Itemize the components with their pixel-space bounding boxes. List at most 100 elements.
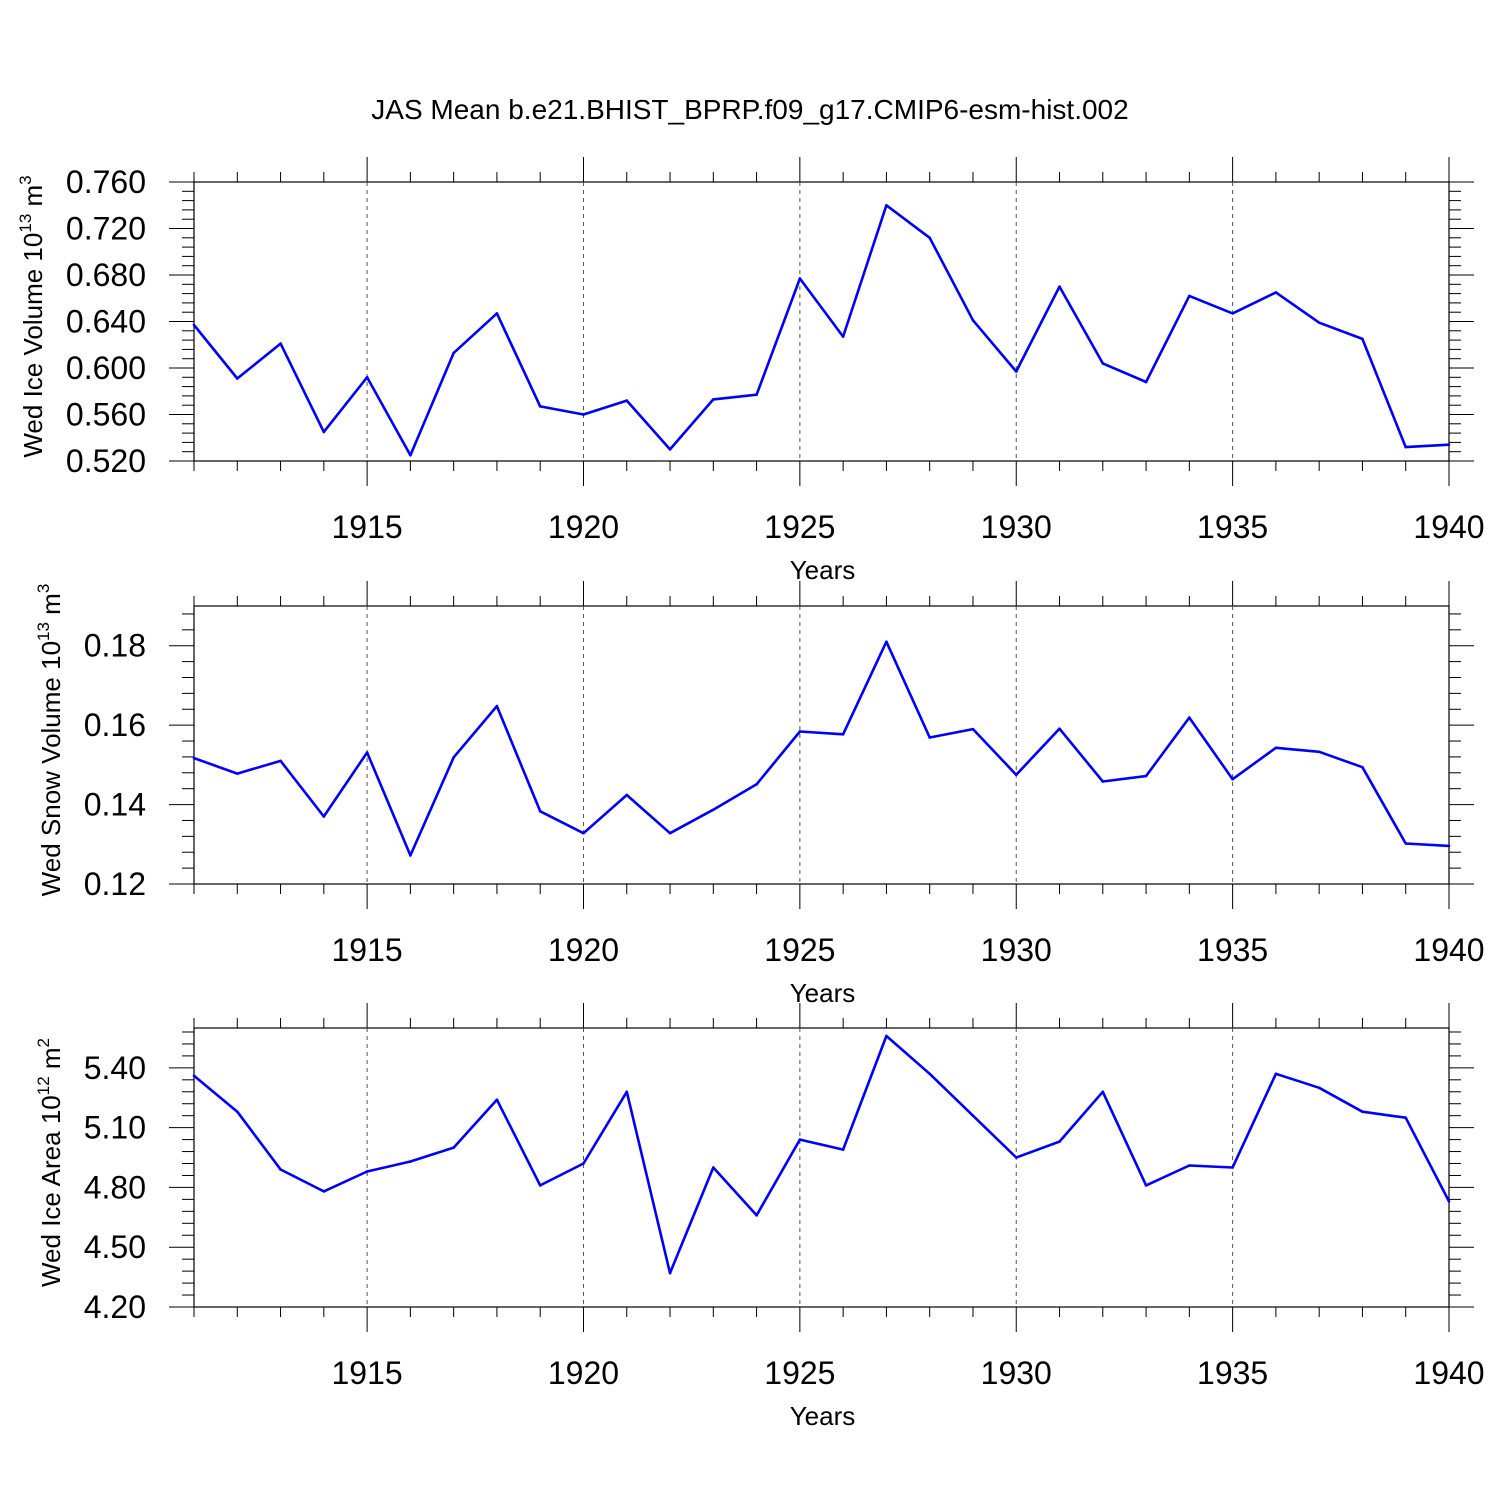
data-point xyxy=(452,351,455,355)
data-point xyxy=(798,1138,802,1141)
data-point xyxy=(712,808,715,812)
x-tick-label: 1920 xyxy=(548,932,619,968)
data-point xyxy=(712,1166,715,1169)
data-point xyxy=(625,793,629,797)
y-tick-label: 0.560 xyxy=(66,397,146,433)
data-point xyxy=(1404,1116,1408,1119)
data-series-line xyxy=(193,640,1450,857)
data-point xyxy=(409,453,412,457)
data-point xyxy=(1447,443,1451,447)
y-tick-label: 0.760 xyxy=(66,164,146,200)
data-point xyxy=(582,1162,585,1165)
x-axis-title: Years xyxy=(790,978,856,1008)
plot-frame xyxy=(193,1027,1450,1308)
data-point xyxy=(1101,780,1105,783)
data-point xyxy=(928,736,931,739)
data-point xyxy=(1317,321,1321,324)
data-point xyxy=(1361,1110,1364,1113)
data-point xyxy=(192,756,196,760)
data-point xyxy=(1231,1166,1234,1169)
data-point xyxy=(1101,362,1105,365)
x-tick-label: 1940 xyxy=(1413,1355,1484,1391)
x-tick-label: 1920 xyxy=(548,509,619,545)
y-tick-label: 4.80 xyxy=(84,1169,146,1205)
data-point xyxy=(1144,1184,1148,1187)
x-tick-label: 1920 xyxy=(548,1355,619,1391)
data-point xyxy=(755,1214,758,1217)
x-tick-label: 1915 xyxy=(332,1355,403,1391)
data-point xyxy=(1144,774,1148,778)
data-point xyxy=(495,312,499,315)
data-point xyxy=(841,335,845,338)
data-point xyxy=(582,413,585,416)
data-point xyxy=(452,1146,455,1149)
data-point xyxy=(452,756,455,759)
data-point xyxy=(1014,370,1018,373)
panel-2: 0.12 0.14 0.16 0.18 1915 1920 1925 1930 1935 1940… xyxy=(34,581,1485,1008)
panel-3: 4.20 4.50 4.80 5.10 5.40 1915 1920 1925 1930 1935… xyxy=(34,1003,1485,1431)
data-point xyxy=(1447,1200,1451,1203)
x-tick-label: 1935 xyxy=(1197,509,1268,545)
data-point xyxy=(625,1090,629,1094)
data-point xyxy=(582,831,585,835)
data-point xyxy=(1404,445,1408,449)
x-tick-label: 1930 xyxy=(981,1355,1052,1391)
data-point xyxy=(1058,1140,1061,1143)
y-tick-label: 0.12 xyxy=(84,866,146,902)
x-tick-label: 1930 xyxy=(981,932,1052,968)
data-point xyxy=(841,732,845,736)
data-point xyxy=(409,854,412,857)
data-point xyxy=(235,772,239,775)
data-point xyxy=(885,203,888,207)
y-tick-label: 5.10 xyxy=(84,1110,146,1146)
x-tick-label: 1915 xyxy=(332,932,403,968)
y-tick-label: 0.16 xyxy=(84,707,146,743)
y-tick-label: 5.40 xyxy=(84,1050,146,1086)
data-point xyxy=(625,399,629,402)
panel-1: 0.520 0.560 0.600 0.640 0.680 0.720 0.760 1915 1… xyxy=(16,157,1485,585)
data-point xyxy=(755,783,758,786)
data-point xyxy=(1014,773,1018,777)
data-point xyxy=(1361,765,1364,769)
x-tick-label: 1925 xyxy=(764,932,835,968)
data-point xyxy=(712,398,715,401)
data-point xyxy=(1361,337,1364,341)
data-point xyxy=(1144,380,1148,384)
x-tick-label: 1915 xyxy=(332,509,403,545)
data-point xyxy=(1231,777,1234,781)
x-axis-title: Years xyxy=(790,555,856,585)
data-point xyxy=(235,377,239,380)
y-axis-title: Wed Ice Area 1012 m2 xyxy=(34,1038,66,1287)
x-tick-label: 1940 xyxy=(1413,509,1484,545)
data-point xyxy=(928,236,931,240)
data-point xyxy=(1188,1164,1191,1167)
plot-frame xyxy=(193,605,1450,885)
data-point xyxy=(538,1184,542,1187)
data-point xyxy=(1058,727,1061,731)
data-point xyxy=(755,393,758,397)
data-point xyxy=(971,727,975,731)
data-point xyxy=(798,277,802,280)
data-point xyxy=(1447,844,1451,848)
y-tick-label: 0.520 xyxy=(66,443,146,479)
data-point xyxy=(971,319,975,322)
x-axis-title: Years xyxy=(790,1401,856,1431)
data-point xyxy=(1274,746,1278,750)
data-point xyxy=(538,810,542,813)
data-point xyxy=(971,1114,975,1117)
data-point xyxy=(192,323,196,327)
data-point xyxy=(1317,1086,1321,1090)
data-point xyxy=(1317,750,1321,754)
data-point xyxy=(1404,842,1408,845)
y-tick-label: 0.18 xyxy=(84,628,146,664)
data-point xyxy=(798,730,802,733)
data-point xyxy=(279,342,282,345)
data-point xyxy=(1274,291,1278,294)
data-point xyxy=(495,704,499,708)
y-tick-label: 0.640 xyxy=(66,304,146,340)
data-point xyxy=(365,376,369,379)
y-axis-title: Wed Snow Volume 1013 m3 xyxy=(34,584,66,897)
x-tick-label: 1925 xyxy=(764,1355,835,1391)
data-point xyxy=(365,751,369,754)
data-point xyxy=(1188,716,1191,719)
